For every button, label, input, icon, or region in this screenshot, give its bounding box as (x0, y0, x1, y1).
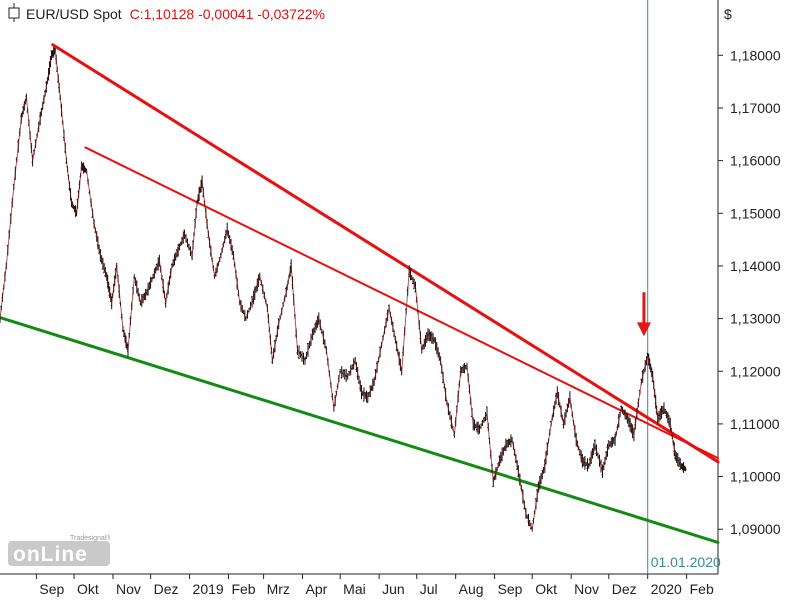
x-tick-label: Feb (231, 581, 255, 597)
tradesignal-online-logo: Tradesignal® onLine (8, 532, 112, 566)
y-tick-label: 1,14000 (730, 258, 781, 274)
x-tick-label: Okt (77, 581, 99, 597)
y-tick-label: 1,12000 (730, 363, 781, 379)
x-tick-label: Dez (612, 581, 637, 597)
x-tick-label: Mai (343, 581, 366, 597)
x-tick-label: Aug (459, 581, 484, 597)
arrow-head (636, 322, 651, 337)
chart-header: EUR/USD Spot C:1,10128 -0,00041 -0,03722… (8, 3, 325, 22)
x-tick-label: Apr (306, 581, 328, 597)
x-tick-label: Nov (116, 581, 141, 597)
y-tick-label: 1,13000 (730, 311, 781, 327)
y-tick-label: 1,09000 (730, 521, 781, 537)
currency-label: $ (724, 6, 732, 22)
y-tick-label: 1,11000 (730, 416, 780, 432)
y-axis: 1,18000 1,17000 1,16000 1,15000 1,14000 1,130… (718, 47, 781, 537)
y-tick-label: 1,18000 (730, 47, 781, 63)
close-change-text: C:1,10128 -0,00041 -0,03722% (130, 6, 325, 22)
trendline-resistance-main[interactable] (51, 43, 720, 464)
trendline-support[interactable] (0, 316, 720, 544)
logo-small-text: Tradesignal® (70, 534, 110, 542)
trendline-resistance-inner[interactable] (84, 146, 719, 460)
price-line (0, 48, 687, 532)
y-tick-label: 1,17000 (730, 100, 781, 116)
x-tick-label: Sep (498, 581, 523, 597)
x-tick-label: Sep (39, 581, 64, 597)
x-axis: Sep Okt Nov Dez 2019 Feb Mrz Apr Mai Jun Jul Aug Sep… (35, 574, 714, 597)
x-tick-label: Dez (154, 581, 179, 597)
y-tick-label: 1,15000 (730, 205, 781, 221)
x-tick-label: Nov (574, 581, 599, 597)
x-tick-label: Mrz (267, 581, 290, 597)
x-tick-label: Jun (382, 581, 405, 597)
annotation-arrow (636, 292, 651, 337)
price-series (0, 46, 687, 532)
x-tick-label: Feb (690, 581, 714, 597)
crosshair-date-label: 01.01.2020 (651, 554, 721, 570)
x-tick-label: Okt (535, 581, 557, 597)
symbol-title: EUR/USD Spot (26, 6, 122, 22)
svg-text:EUR/USD Spot C:1,10128 -: EUR/USD Spot C:1,10128 -0,00041 -0,03722… (26, 6, 325, 22)
x-tick-label: Jul (420, 581, 438, 597)
y-tick-label: 1,10000 (730, 469, 781, 485)
x-tick-label: 2020 (651, 581, 682, 597)
logo-big-text: onLine (13, 543, 88, 566)
y-tick-label: 1,16000 (730, 153, 781, 169)
trendlines (0, 43, 720, 544)
price-bars (0, 46, 687, 532)
header-checkbox[interactable] (8, 7, 20, 19)
x-tick-label: 2019 (193, 581, 224, 597)
